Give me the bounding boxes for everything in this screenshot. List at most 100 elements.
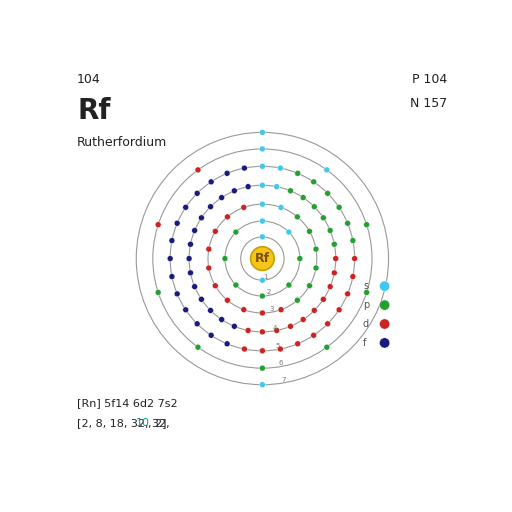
Circle shape: [187, 270, 194, 276]
Text: 5: 5: [275, 344, 280, 349]
Circle shape: [278, 346, 283, 352]
Circle shape: [324, 344, 330, 350]
Circle shape: [300, 195, 306, 201]
Circle shape: [379, 281, 390, 291]
Circle shape: [199, 215, 204, 221]
Circle shape: [313, 246, 319, 252]
Circle shape: [260, 130, 265, 135]
Circle shape: [224, 297, 230, 303]
Circle shape: [311, 179, 316, 185]
Circle shape: [350, 273, 356, 280]
Circle shape: [241, 204, 247, 210]
Circle shape: [206, 265, 212, 271]
Circle shape: [288, 188, 293, 194]
Circle shape: [222, 255, 228, 262]
Circle shape: [260, 382, 265, 388]
Circle shape: [294, 214, 301, 220]
Circle shape: [186, 255, 192, 262]
Circle shape: [278, 165, 283, 171]
Text: 1: 1: [263, 274, 268, 280]
Circle shape: [286, 229, 292, 235]
Text: Rf: Rf: [77, 97, 111, 125]
Circle shape: [231, 324, 237, 329]
Circle shape: [195, 167, 201, 173]
Circle shape: [242, 165, 247, 171]
Circle shape: [352, 255, 357, 262]
Circle shape: [321, 215, 326, 221]
Circle shape: [194, 190, 200, 196]
Circle shape: [278, 307, 284, 313]
Circle shape: [169, 238, 175, 244]
Circle shape: [191, 227, 198, 233]
Circle shape: [336, 307, 342, 313]
Circle shape: [311, 332, 316, 338]
Circle shape: [199, 296, 204, 302]
Circle shape: [327, 284, 333, 290]
Circle shape: [207, 204, 214, 210]
Circle shape: [260, 293, 265, 299]
Circle shape: [295, 341, 301, 347]
Circle shape: [187, 241, 194, 247]
Circle shape: [208, 179, 214, 185]
Circle shape: [379, 319, 390, 329]
Text: p: p: [363, 300, 369, 310]
Circle shape: [233, 282, 239, 288]
Circle shape: [208, 332, 214, 338]
Circle shape: [350, 238, 356, 244]
Circle shape: [364, 222, 370, 228]
Circle shape: [224, 341, 230, 347]
Circle shape: [195, 344, 201, 350]
Circle shape: [183, 307, 188, 313]
Circle shape: [245, 328, 251, 333]
Circle shape: [207, 307, 214, 313]
Circle shape: [325, 321, 331, 327]
Circle shape: [260, 146, 265, 152]
Circle shape: [260, 348, 265, 354]
Circle shape: [313, 265, 319, 271]
Circle shape: [286, 282, 292, 288]
Circle shape: [307, 283, 312, 289]
Circle shape: [327, 227, 333, 233]
Circle shape: [294, 297, 301, 303]
Circle shape: [191, 284, 198, 290]
Circle shape: [169, 273, 175, 280]
Circle shape: [260, 163, 265, 169]
Text: 4: 4: [272, 325, 277, 331]
Circle shape: [241, 307, 247, 313]
Text: d: d: [363, 319, 369, 329]
Circle shape: [183, 204, 188, 210]
Circle shape: [331, 270, 337, 276]
Circle shape: [333, 255, 338, 262]
Circle shape: [345, 291, 351, 297]
Circle shape: [274, 184, 280, 189]
Circle shape: [260, 310, 265, 316]
Circle shape: [345, 220, 351, 226]
Circle shape: [224, 170, 230, 176]
Text: Rutherfordium: Rutherfordium: [77, 136, 167, 150]
Circle shape: [260, 201, 265, 207]
Circle shape: [260, 278, 265, 283]
Text: 2: 2: [266, 289, 270, 295]
Text: P 104: P 104: [413, 73, 447, 86]
Circle shape: [219, 195, 225, 201]
Circle shape: [321, 296, 326, 302]
Circle shape: [155, 289, 161, 295]
Circle shape: [219, 316, 225, 323]
Circle shape: [224, 214, 230, 220]
Circle shape: [364, 289, 370, 295]
Text: 7: 7: [282, 377, 286, 382]
Text: 10: 10: [136, 418, 150, 428]
Circle shape: [325, 190, 331, 196]
Circle shape: [167, 255, 173, 262]
Circle shape: [212, 228, 218, 234]
Circle shape: [233, 229, 239, 235]
Circle shape: [260, 218, 265, 224]
Text: N 157: N 157: [411, 97, 447, 110]
Text: Rf: Rf: [255, 252, 270, 265]
Circle shape: [324, 167, 330, 173]
Circle shape: [231, 188, 237, 194]
Circle shape: [336, 204, 342, 210]
Circle shape: [250, 247, 274, 270]
Text: [Rn] 5f14 6d2 7s2: [Rn] 5f14 6d2 7s2: [77, 398, 178, 409]
Text: 3: 3: [269, 306, 273, 312]
